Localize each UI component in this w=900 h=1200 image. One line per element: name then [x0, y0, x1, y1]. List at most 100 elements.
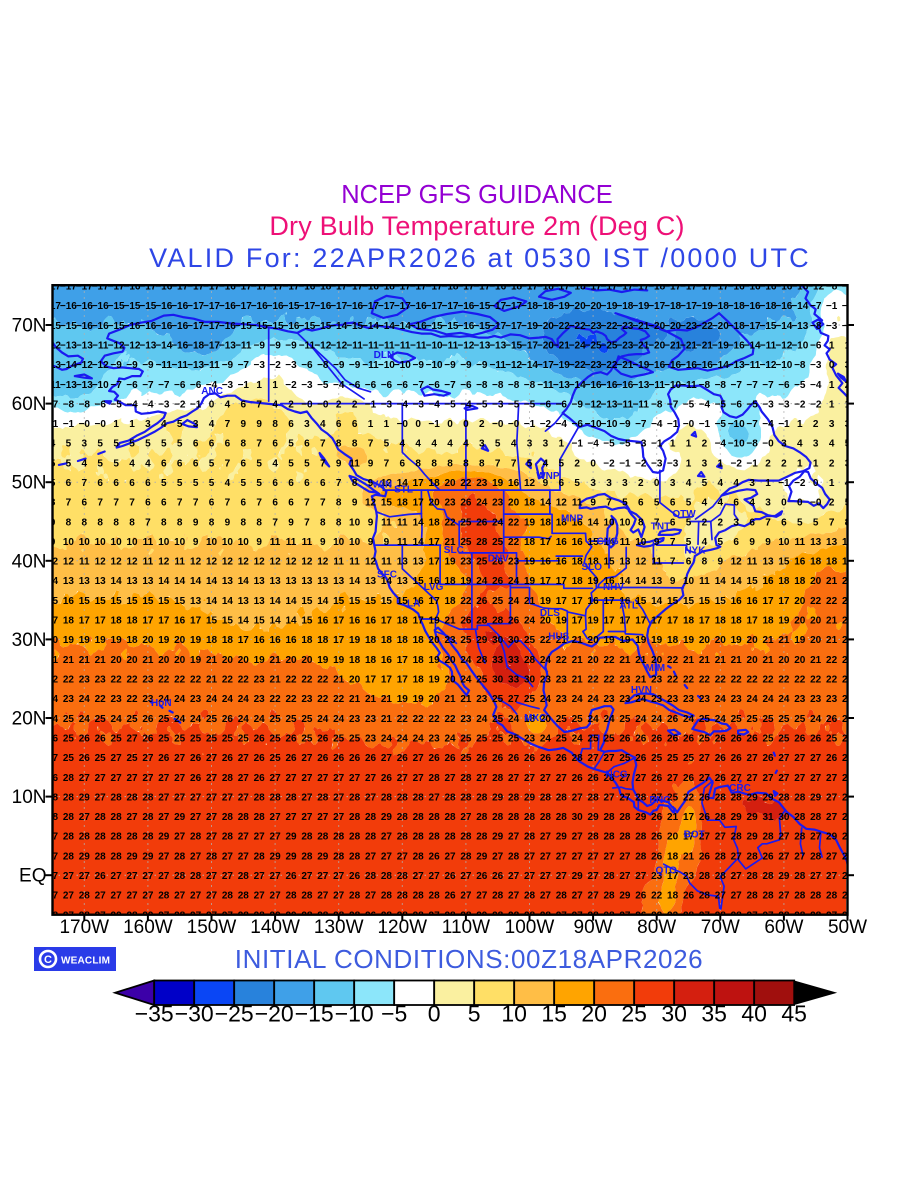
svg-text:26: 26	[285, 753, 297, 764]
svg-text:6: 6	[733, 498, 739, 509]
svg-text:−1: −1	[571, 439, 583, 450]
svg-text:10: 10	[603, 517, 615, 528]
svg-text:−11: −11	[299, 340, 316, 351]
svg-text:20: 20	[238, 655, 250, 666]
svg-text:25: 25	[238, 734, 250, 745]
svg-text:HoN: HoN	[151, 698, 172, 709]
svg-text:−20: −20	[664, 321, 681, 332]
svg-text:−24: −24	[569, 340, 586, 351]
svg-text:6: 6	[272, 498, 278, 509]
svg-text:8: 8	[272, 419, 278, 430]
svg-text:10: 10	[63, 537, 75, 548]
svg-text:−18: −18	[187, 340, 204, 351]
svg-text:25: 25	[699, 714, 711, 725]
svg-text:24: 24	[47, 714, 59, 725]
svg-text:29: 29	[810, 792, 822, 803]
svg-text:−10: −10	[585, 419, 602, 430]
svg-text:−18: −18	[728, 301, 745, 312]
svg-text:−17: −17	[648, 301, 665, 312]
svg-text:21: 21	[63, 655, 75, 666]
svg-text:13: 13	[651, 576, 663, 587]
svg-text:−19: −19	[696, 301, 713, 312]
svg-text:8: 8	[336, 517, 342, 528]
svg-text:27: 27	[285, 812, 297, 823]
svg-text:−3: −3	[222, 380, 234, 391]
svg-text:16: 16	[429, 576, 441, 587]
svg-text:17: 17	[429, 596, 441, 607]
svg-text:−17: −17	[44, 301, 61, 312]
svg-text:21: 21	[206, 675, 218, 686]
svg-text:2: 2	[702, 517, 708, 528]
svg-text:15: 15	[715, 596, 727, 607]
svg-text:26: 26	[699, 851, 711, 862]
svg-text:10: 10	[79, 537, 91, 548]
svg-text:4: 4	[161, 419, 167, 430]
svg-text:26: 26	[683, 773, 695, 784]
svg-text:7: 7	[113, 498, 119, 509]
svg-text:8: 8	[177, 517, 183, 528]
svg-text:25: 25	[492, 537, 504, 548]
svg-text:30: 30	[572, 812, 584, 823]
svg-text:22: 22	[429, 714, 441, 725]
svg-text:−1: −1	[190, 399, 202, 410]
svg-text:−4: −4	[715, 439, 727, 450]
svg-text:−2: −2	[285, 380, 297, 391]
svg-text:4: 4	[845, 478, 851, 489]
svg-text:7: 7	[384, 458, 390, 469]
svg-text:17: 17	[747, 616, 759, 627]
svg-text:−12: −12	[585, 399, 602, 410]
svg-text:27: 27	[778, 851, 790, 862]
svg-text:21: 21	[381, 694, 393, 705]
svg-text:21: 21	[572, 635, 584, 646]
svg-text:0: 0	[428, 1001, 441, 1027]
svg-text:LA: LA	[407, 598, 420, 609]
svg-text:3: 3	[304, 419, 310, 430]
svg-text:7: 7	[304, 498, 310, 509]
svg-text:−4: −4	[651, 419, 663, 430]
svg-text:13: 13	[826, 537, 838, 548]
svg-text:28: 28	[460, 910, 472, 921]
svg-text:−18: −18	[728, 321, 745, 332]
svg-text:27: 27	[715, 832, 727, 843]
svg-text:23: 23	[651, 871, 663, 882]
svg-text:5: 5	[574, 478, 580, 489]
svg-text:10: 10	[619, 517, 631, 528]
svg-text:23: 23	[142, 675, 154, 686]
svg-text:27: 27	[301, 792, 313, 803]
svg-text:18: 18	[397, 616, 409, 627]
svg-text:3: 3	[543, 439, 549, 450]
svg-text:6: 6	[304, 478, 310, 489]
svg-text:5: 5	[177, 439, 183, 450]
svg-text:20: 20	[174, 635, 186, 646]
svg-text:25: 25	[588, 734, 600, 745]
svg-text:28: 28	[126, 910, 138, 921]
svg-text:5: 5	[468, 1001, 481, 1027]
svg-text:27: 27	[619, 792, 631, 803]
svg-text:−20: −20	[569, 301, 586, 312]
svg-text:7: 7	[145, 517, 151, 528]
svg-text:27: 27	[460, 871, 472, 882]
svg-text:9: 9	[384, 537, 390, 548]
svg-text:−1: −1	[365, 399, 377, 410]
svg-text:5: 5	[559, 458, 565, 469]
svg-text:−17: −17	[457, 282, 474, 293]
svg-text:27: 27	[206, 753, 218, 764]
svg-text:26: 26	[715, 734, 727, 745]
svg-text:−15: −15	[473, 301, 490, 312]
svg-text:−11: −11	[744, 360, 761, 371]
svg-text:−7: −7	[730, 380, 742, 391]
svg-text:7: 7	[66, 498, 72, 509]
svg-text:23: 23	[349, 714, 361, 725]
svg-text:27: 27	[794, 753, 806, 764]
svg-text:−16: −16	[775, 282, 792, 293]
svg-text:−16: −16	[124, 321, 141, 332]
svg-text:−6: −6	[778, 380, 790, 391]
svg-text:0: 0	[447, 419, 453, 430]
svg-text:21: 21	[842, 596, 854, 607]
svg-text:21: 21	[381, 714, 393, 725]
svg-text:−12: −12	[330, 340, 347, 351]
svg-text:20: 20	[429, 498, 441, 509]
svg-text:5: 5	[288, 439, 294, 450]
svg-text:19: 19	[413, 694, 425, 705]
svg-text:−16: −16	[791, 282, 808, 293]
